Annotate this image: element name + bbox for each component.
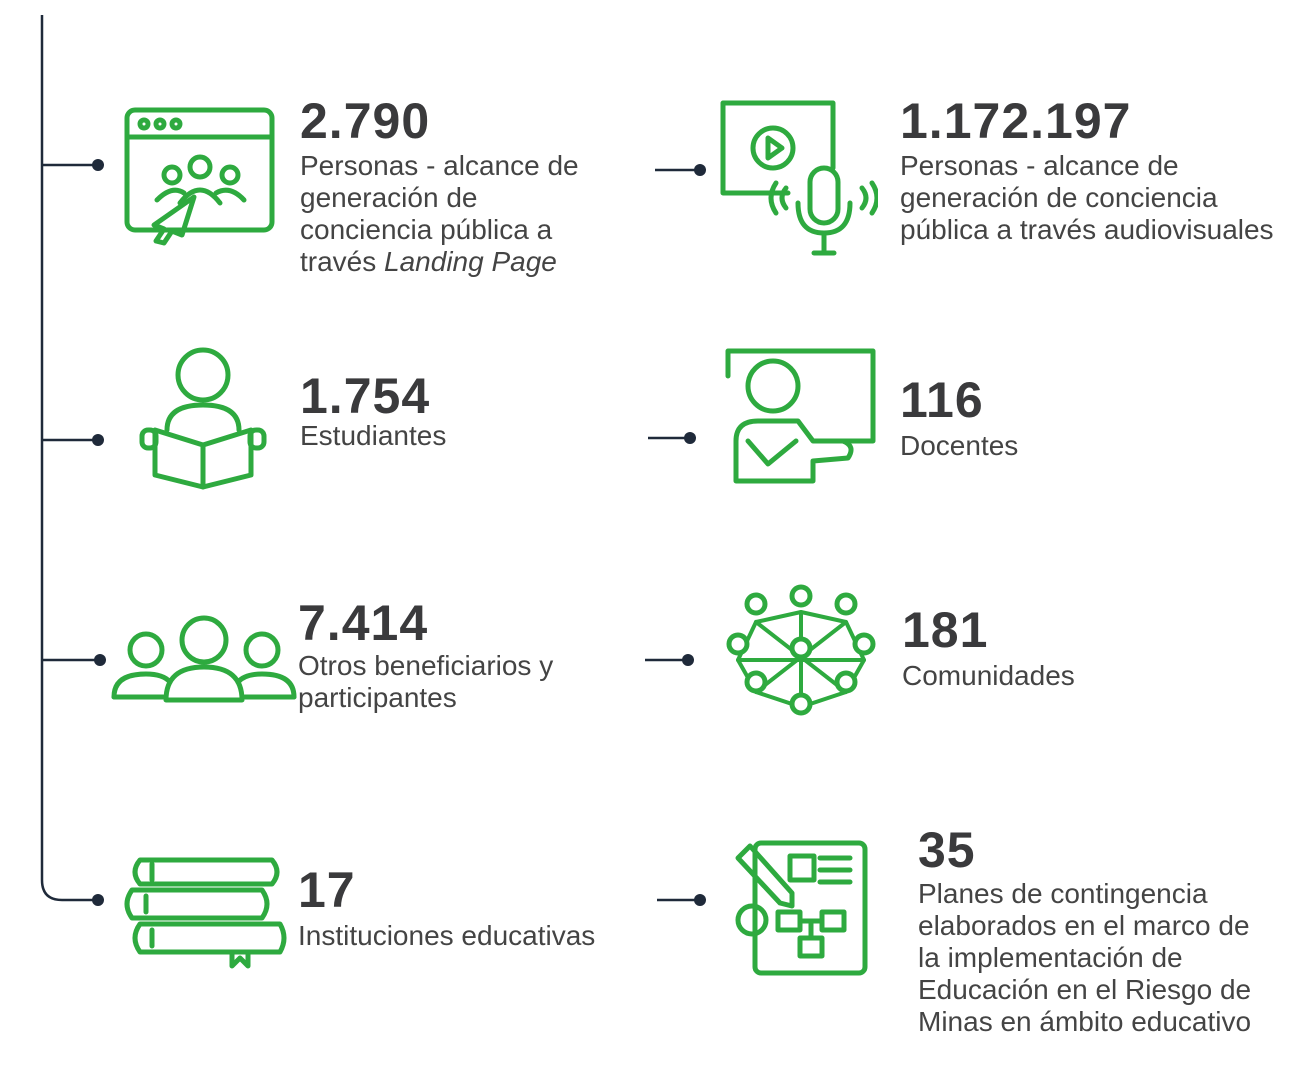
dot	[92, 159, 104, 171]
student-icon	[139, 347, 267, 490]
dot	[92, 434, 104, 446]
item-number: 2.790	[300, 93, 431, 149]
item-description: Personas - alcance de generación de conc…	[900, 150, 1274, 245]
item-number: 181	[902, 602, 989, 658]
plans-icon	[735, 840, 868, 976]
item-number: 1.754	[300, 368, 431, 424]
timeline	[40, 15, 98, 902]
item-description: Docentes	[900, 430, 1019, 461]
item-description: Estudiantes	[300, 420, 447, 451]
item-description: Instituciones educativas	[298, 920, 596, 951]
item-description: Otros beneficiarios y participantes	[298, 650, 554, 713]
item-description: Planes de contingencia elaborados en el …	[918, 878, 1252, 1037]
dot	[684, 432, 696, 444]
item-number: 7.414	[298, 595, 429, 651]
item-number: 35	[918, 822, 976, 878]
communities-icon	[726, 584, 876, 716]
description-emphasis: Landing Page	[384, 246, 557, 277]
item-number: 1.172.197	[900, 93, 1132, 149]
dot	[694, 164, 706, 176]
dot	[92, 894, 104, 906]
dot	[694, 894, 706, 906]
dot	[682, 654, 694, 666]
people-icon	[111, 615, 297, 703]
item-number: 116	[900, 372, 984, 428]
landing-icon	[124, 107, 275, 246]
books-icon	[124, 857, 287, 969]
audiovisual-icon	[720, 100, 878, 256]
teacher-icon	[725, 348, 876, 484]
item-description: Personas - alcance de generación de conc…	[300, 150, 600, 278]
dot	[94, 654, 106, 666]
description-text: Personas - alcance de generación de conc…	[300, 150, 579, 277]
item-number: 17	[298, 862, 356, 918]
item-description: Comunidades	[902, 660, 1075, 691]
